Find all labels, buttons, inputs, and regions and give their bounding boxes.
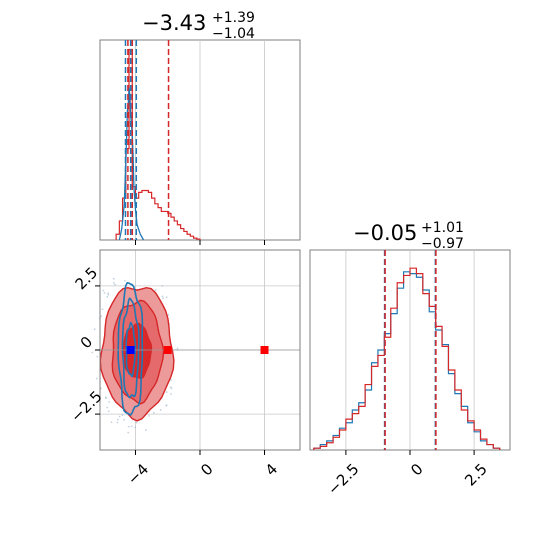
scatter-point (130, 425, 133, 428)
scatter-point (108, 401, 111, 403)
scatter-point (161, 295, 164, 298)
scatter-point (114, 283, 116, 286)
scatter-point (135, 421, 138, 424)
title-top-left-upper: +1.39 (212, 10, 255, 26)
scatter-point (95, 377, 98, 380)
grid-bottom-right (345, 250, 475, 450)
ticks-bottom-left: −4 0 4−2.502.5 (67, 264, 281, 489)
marker-2 (260, 346, 269, 354)
markers-bottom-left (100, 346, 300, 354)
bottom-left-ytick-label-2: 2.5 (72, 264, 102, 294)
contours-red (99, 286, 175, 422)
scatter-point (121, 414, 124, 417)
scatter-point (107, 292, 109, 295)
scatter-point (127, 431, 130, 434)
scatter-point (112, 277, 115, 280)
histogram-red (115, 48, 201, 240)
title-top-left-value: −3.43 (142, 11, 206, 35)
scatter-point (134, 426, 137, 429)
scatter-point (127, 425, 130, 428)
scatter-point (113, 282, 115, 284)
grid-top-left (135, 40, 265, 240)
contour-red-2 (122, 322, 153, 380)
histograms-bottom-right (313, 267, 501, 450)
scatter-point (123, 279, 126, 282)
scatter-point (116, 421, 119, 424)
scatter-point (117, 418, 119, 421)
scatter-point (107, 410, 110, 413)
bottom-left-xtick-label-0: −4 (124, 460, 152, 488)
scatter-point (91, 351, 94, 354)
scatter-point (107, 293, 110, 296)
scatter-point (144, 429, 147, 431)
scatter-point (161, 285, 164, 287)
scatter-point (100, 387, 102, 390)
quantile-lines-bottom-right (383, 250, 437, 450)
quantile-lines-top-left (124, 40, 170, 240)
scatter-point (93, 328, 96, 331)
scatter-point (165, 391, 168, 393)
scatter-point (167, 313, 170, 316)
histograms-top-left (115, 48, 201, 241)
panel-bottom-right: −0.05 +1.01 −0.97 −2.5 0 2.5 (309, 220, 511, 499)
title-bottom-right-upper: +1.01 (421, 220, 464, 236)
scatter-point (165, 296, 168, 299)
panel-bottom-left: −4 0 4−2.502.5 (67, 249, 301, 489)
scatter-point (170, 387, 173, 390)
scatter-point (165, 404, 168, 407)
bottom-right-xtick-label-1: 0 (407, 460, 426, 479)
scatter-point (96, 355, 99, 358)
title-top-left-lower: −1.04 (212, 26, 255, 42)
marker-0 (126, 346, 135, 354)
panel-top-left: −3.43 +1.39 −1.04 (99, 10, 301, 245)
bottom-right-xtick-label-0: −2.5 (324, 460, 362, 498)
scatter-point (110, 421, 113, 424)
ticks-bottom-right: −2.5 0 2.5 (324, 450, 491, 499)
scatter-point (100, 315, 103, 318)
scatter-point (102, 289, 105, 292)
scatter-point (118, 415, 121, 418)
scatter-point (154, 289, 157, 292)
scatter-point (159, 409, 162, 411)
bottom-left-ytick-label-1: 0 (77, 333, 96, 352)
histogram-red (313, 267, 501, 450)
scatter-point (123, 418, 126, 421)
bottom-left-xtick-label-1: 0 (197, 460, 216, 479)
ticks-top-left (134, 240, 266, 245)
histogram-blue (118, 87, 145, 241)
scatter-point (169, 386, 172, 389)
scatter-point (152, 412, 155, 414)
scatter-point (176, 347, 179, 350)
histogram-blue (313, 271, 501, 450)
scatter-point (162, 297, 165, 300)
scatter-point (105, 397, 108, 400)
title-bottom-right-value: −0.05 (353, 221, 417, 245)
scatter-point (103, 292, 106, 294)
scatter-point (148, 414, 151, 417)
scatter-point (170, 393, 172, 395)
bottom-right-xtick-label-2: 2.5 (461, 460, 491, 490)
scatter-point (106, 296, 109, 298)
scatter-point (170, 378, 173, 381)
title-bottom-right-lower: −0.97 (421, 236, 464, 252)
scatter-point (101, 308, 104, 311)
scatter-point (106, 406, 109, 409)
marker-1 (163, 346, 172, 354)
bottom-left-xtick-label-2: 4 (262, 460, 281, 479)
